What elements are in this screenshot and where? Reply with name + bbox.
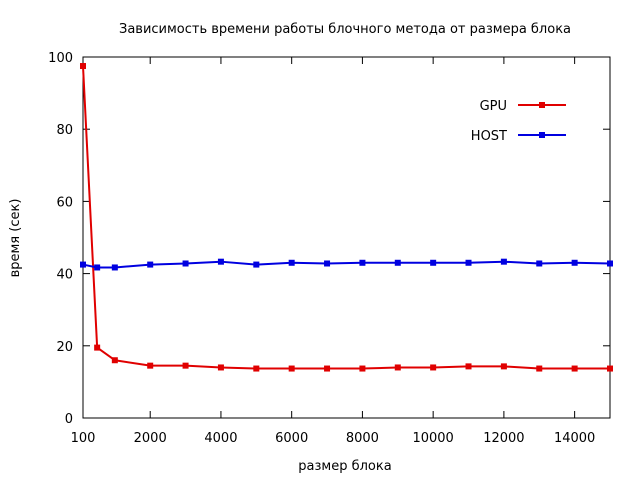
data-point-host [288,259,295,266]
plot-frame [82,56,611,419]
x-tick-label: 2000 [134,431,167,446]
data-point-host [80,261,86,268]
data-point-host [430,259,437,266]
data-point-gpu [571,365,578,372]
data-point-host [571,259,578,266]
x-tick-label: 12000 [483,431,524,446]
x-tick-label: 6000 [275,431,308,446]
legend-label-gpu: GPU [480,99,507,114]
data-point-host [465,259,472,266]
data-point-host [536,260,543,267]
data-point-gpu [147,362,154,369]
y-tick-label: 60 [56,195,73,210]
series-line-host [82,260,611,269]
x-tick-label: 8000 [346,431,379,446]
data-point-gpu [217,364,224,371]
series-line-gpu [82,65,610,370]
y-tick-label: 40 [56,268,73,283]
chart-title: Зависимость времени работы блочного мето… [119,22,571,37]
legend-marker-host [539,132,545,138]
legend-marker-gpu [539,102,545,108]
x-tick-label: 100 [71,431,96,446]
data-point-host [607,260,613,267]
x-tick-label: 14000 [554,431,595,446]
data-point-gpu [80,63,86,70]
data-point-host [111,264,118,271]
data-point-gpu [430,364,437,371]
x-axis-label: размер блока [298,459,391,474]
data-point-host [182,260,189,267]
data-point-gpu [288,365,295,372]
plot-area: 0 20 40 60 80 100 100 2000 4000 6000 8000 10000 1200… [48,51,613,446]
y-tick-label: 100 [48,51,73,66]
data-point-host [147,261,154,268]
data-point-host [394,259,401,266]
y-axis-label: время (сек) [8,199,23,278]
x-tick-label: 4000 [204,431,237,446]
data-point-gpu [111,357,118,364]
y-tick-label: 80 [56,123,73,138]
data-point-gpu [394,364,401,371]
data-point-gpu [182,362,189,369]
data-point-gpu [465,363,472,370]
legend-label-host: HOST [471,129,507,144]
data-point-gpu [607,365,613,372]
data-point-gpu [500,363,507,370]
data-point-host [217,258,224,265]
data-point-gpu [536,365,543,372]
x-tick-label: 10000 [412,431,453,446]
data-point-host [253,261,260,268]
data-point-host [324,260,331,267]
y-tick-label: 0 [65,412,73,427]
data-point-gpu [94,344,101,351]
data-point-host [94,264,101,271]
data-point-gpu [359,365,366,372]
data-point-host [359,259,366,266]
data-point-gpu [253,365,260,372]
data-point-gpu [324,365,331,372]
y-tick-label: 20 [56,340,73,355]
data-point-host [500,258,507,265]
